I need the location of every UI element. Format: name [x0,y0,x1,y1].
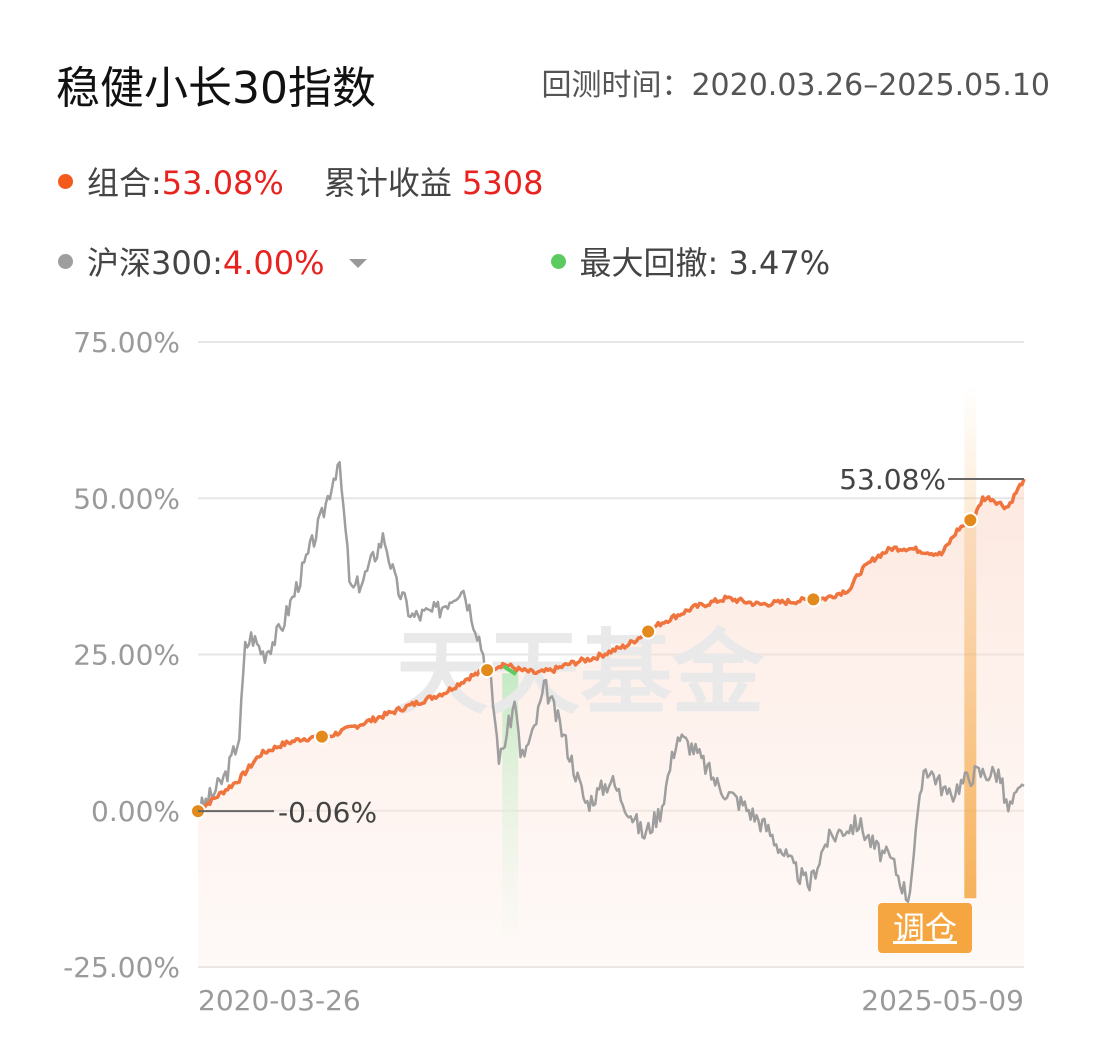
benchmark-return: 4.00% [222,244,325,282]
benchmark-line [196,460,1025,903]
end-value-label: 53.08% [839,463,946,496]
portfolio-line [196,478,1026,813]
cumulative-label: 累计收益 [323,164,452,202]
start-value-label: -0.06% [278,796,377,829]
x-end-label: 2025-05-09 [861,984,1024,1017]
page-title: 稳健小长30指数 [56,63,376,114]
drawdown-dot-icon [550,254,566,269]
portfolio-return: 53.08% [161,164,284,202]
rebalance-marker [805,591,822,608]
rebalance-band [964,385,977,899]
drawdown-label: 最大回撤: [579,244,719,282]
rebalance-marker [962,512,979,529]
x-start-label: 2020-03-26 [198,984,361,1017]
y-tick-label: 25.00% [73,639,180,672]
benchmark-dot-icon [58,254,73,269]
y-tick-label: 75.00% [73,326,180,359]
drawdown-value: 3.47% [728,244,831,282]
legend-row-benchmark: 沪深300:4.00% 最大回撤: 3.47% [58,238,830,284]
y-tick-label: -25.00% [63,951,180,984]
drawdown-segment [502,664,518,676]
rebalance-marker [640,623,657,640]
rebalance-marker [313,728,330,745]
y-tick-label: 0.00% [91,795,180,828]
rebalance-marker [479,662,496,679]
benchmark-dropdown-icon[interactable] [348,258,367,268]
rebalance-button[interactable]: 调仓 [878,903,972,953]
return-chart: 75.00% 50.00% 25.00% 0.00% -25.00% 2020-03-26… [63,326,1026,1017]
legend-row-portfolio: 组合:53.08% 累计收益 5308 [58,158,543,204]
cumulative-value: 5308 [462,164,544,202]
portfolio-label: 组合: [87,164,162,202]
y-tick-label: 50.00% [73,482,180,515]
backtest-period: 回测时间：2020.03.26–2025.05.10 [541,68,1050,103]
benchmark-label: 沪深300: [87,244,223,282]
portfolio-dot-icon [58,174,73,189]
watermark: 天天基金 [396,619,765,727]
